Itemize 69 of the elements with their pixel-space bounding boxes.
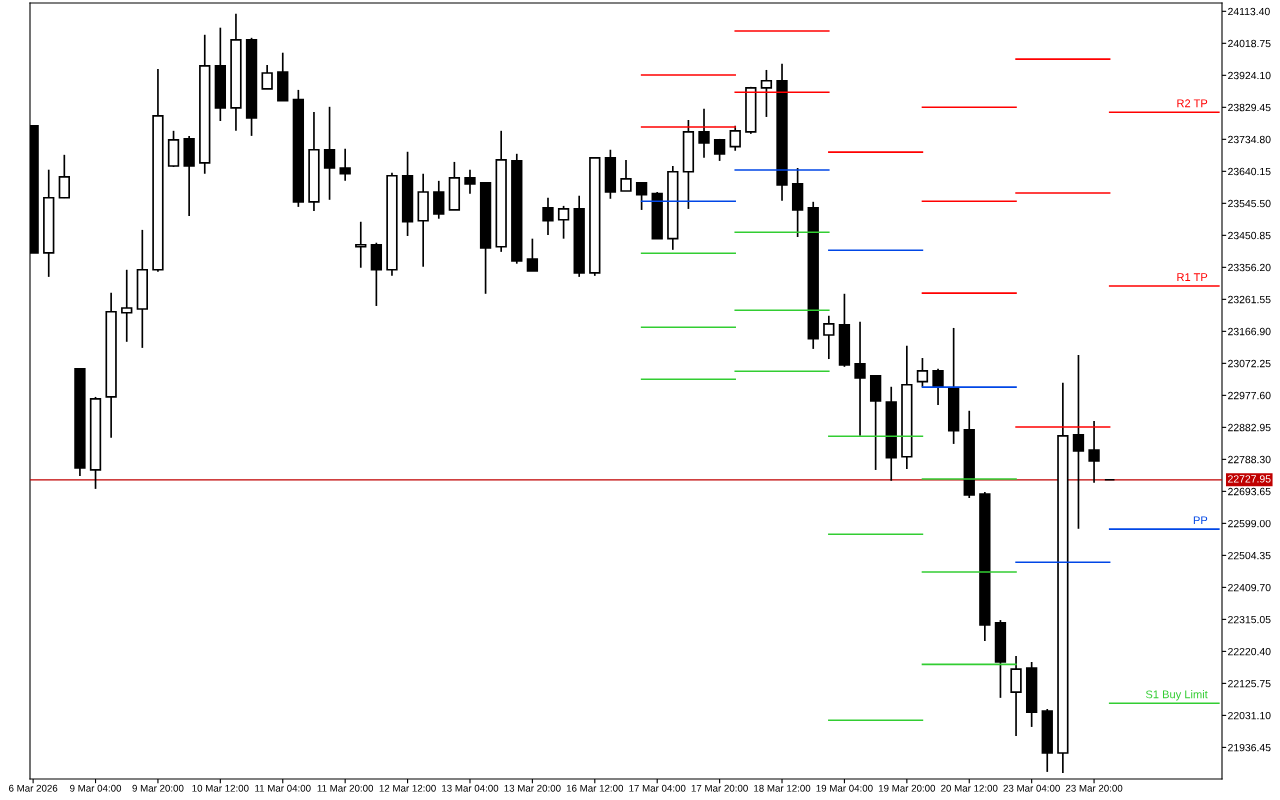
- y-tick-label: 23829.45: [1228, 103, 1271, 112]
- x-tick-label: 16 Mar 12:00: [566, 784, 624, 792]
- x-tick-label: 6 Mar 2026: [9, 784, 58, 792]
- x-tick-label: 10 Mar 12:00: [192, 784, 249, 792]
- x-tick-label: 19 Mar 20:00: [878, 784, 936, 792]
- y-tick-label: 23072.25: [1228, 359, 1271, 368]
- y-tick-label: 22882.95: [1228, 423, 1271, 432]
- candlestick: [823, 314, 835, 360]
- candlestick: [557, 205, 570, 240]
- candlestick: [121, 268, 133, 343]
- y-tick-label: 24113.40: [1228, 7, 1270, 16]
- series-label: S1 Buy Limit: [1145, 690, 1208, 701]
- x-tick-label: 11 Mar 04:00: [255, 784, 311, 792]
- candlestick: [542, 196, 554, 236]
- candlestick: [58, 153, 70, 199]
- y-tick-label: 22504.35: [1228, 551, 1271, 560]
- candlestick: [339, 147, 351, 182]
- y-tick-label: 22693.65: [1228, 487, 1271, 496]
- y-tick-label: 23166.90: [1228, 327, 1271, 336]
- ref-line-label: 22727.95: [1228, 475, 1271, 483]
- y-tick-label: 22788.30: [1228, 455, 1271, 464]
- candlestick: [355, 220, 367, 269]
- candlestick: [1088, 420, 1100, 484]
- candlestick: [698, 107, 710, 159]
- candlestick: [1010, 655, 1022, 737]
- y-tick-label: 23924.10: [1228, 71, 1271, 80]
- y-tick-label: 23734.80: [1228, 135, 1271, 144]
- x-tick-label: 9 Mar 04:00: [70, 784, 122, 792]
- series-label: R1 TP: [1177, 273, 1208, 281]
- y-tick-label: 23261.55: [1228, 295, 1271, 304]
- x-tick-label: 13 Mar 20:00: [504, 784, 561, 792]
- y-tick-label: 22599.00: [1228, 519, 1271, 528]
- x-tick-label: 12 Mar 12:00: [379, 784, 436, 792]
- candlestick: [760, 69, 773, 118]
- x-tick-label: 11 Mar 20:00: [317, 784, 374, 792]
- x-tick-label: 17 Mar 04:00: [629, 784, 686, 792]
- x-tick-label: 20 Mar 12:00: [941, 784, 998, 792]
- series-label: PP: [1193, 516, 1208, 525]
- y-tick-label: 22409.70: [1228, 583, 1271, 592]
- y-tick-label: 23450.85: [1228, 231, 1271, 240]
- series-label: R2 TP: [1177, 99, 1208, 108]
- candlestick: [464, 168, 476, 195]
- y-tick-label: 22031.10: [1228, 711, 1271, 720]
- x-tick-label: 19 Mar 04:00: [816, 784, 873, 792]
- candlestick: [526, 237, 539, 272]
- y-tick-label: 22125.75: [1228, 679, 1271, 688]
- candlestick: [932, 368, 944, 406]
- candlestick: [854, 321, 866, 437]
- y-tick-label: 22315.05: [1228, 615, 1271, 624]
- candlestick: [620, 159, 632, 192]
- x-tick-label: 17 Mar 20:00: [691, 784, 748, 792]
- x-tick-label: 13 Mar 04:00: [442, 784, 499, 792]
- y-tick-label: 21936.45: [1228, 743, 1271, 752]
- y-tick-label: 23640.15: [1228, 167, 1271, 176]
- candlestick: [433, 180, 445, 220]
- candlestick: [635, 182, 648, 211]
- x-tick-label: 18 Mar 12:00: [754, 784, 811, 792]
- y-tick-label: 22220.40: [1228, 647, 1271, 656]
- x-tick-label: 9 Mar 20:00: [132, 784, 184, 792]
- y-tick-label: 23545.50: [1228, 199, 1271, 208]
- candlestick: [1072, 354, 1085, 530]
- x-tick-label: 23 Mar 04:00: [1003, 784, 1060, 792]
- y-tick-label: 22977.60: [1228, 391, 1271, 400]
- candlestick: [916, 357, 929, 388]
- x-tick-label: 23 Mar 20:00: [1065, 784, 1123, 792]
- candlestick: [323, 105, 336, 201]
- y-tick-label: 24018.75: [1228, 39, 1271, 48]
- y-tick-label: 23356.20: [1228, 263, 1271, 272]
- candlestick: [261, 64, 273, 90]
